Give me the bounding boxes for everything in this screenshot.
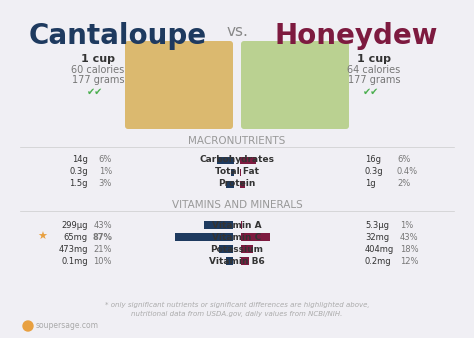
Text: VITAMINS AND MINERALS: VITAMINS AND MINERALS <box>172 200 302 210</box>
Text: 1g: 1g <box>365 179 375 189</box>
Text: Vitamin C: Vitamin C <box>212 233 262 241</box>
Text: 0.3g: 0.3g <box>365 168 383 176</box>
Text: ✔✔: ✔✔ <box>363 87 379 97</box>
Text: 65mg: 65mg <box>64 233 88 241</box>
Text: 16g: 16g <box>365 155 381 165</box>
Bar <box>241 233 270 241</box>
Text: Vitamin B6: Vitamin B6 <box>209 257 265 266</box>
Text: Carbohydrates: Carbohydrates <box>200 155 274 165</box>
Text: 1 cup: 1 cup <box>81 54 115 64</box>
Bar <box>240 169 241 175</box>
Text: 177 grams: 177 grams <box>72 75 124 85</box>
Bar <box>240 156 256 164</box>
Text: 60 calories: 60 calories <box>72 65 125 75</box>
Text: 12%: 12% <box>400 257 419 266</box>
Text: 64 calories: 64 calories <box>347 65 401 75</box>
Bar <box>241 221 242 229</box>
Text: ★: ★ <box>37 232 47 242</box>
Text: 6%: 6% <box>99 155 112 165</box>
Bar <box>175 233 233 241</box>
Text: Total Fat: Total Fat <box>215 168 259 176</box>
Text: 0.4%: 0.4% <box>397 168 418 176</box>
Text: Vitamin A: Vitamin A <box>212 220 262 230</box>
Text: 87%: 87% <box>92 233 112 241</box>
Text: 21%: 21% <box>93 244 112 254</box>
Text: Potassium: Potassium <box>210 244 264 254</box>
Text: 43%: 43% <box>93 220 112 230</box>
Text: vs.: vs. <box>226 24 248 39</box>
Text: 473mg: 473mg <box>58 244 88 254</box>
Text: 404mg: 404mg <box>365 244 394 254</box>
Text: * only significant nutrients or significant differences are highlighted above,
n: * only significant nutrients or signific… <box>105 302 369 317</box>
Text: 177 grams: 177 grams <box>348 75 400 85</box>
FancyBboxPatch shape <box>241 41 349 129</box>
Text: 0.2mg: 0.2mg <box>365 257 392 266</box>
Text: Protein: Protein <box>219 179 255 189</box>
Text: soupersage.com: soupersage.com <box>36 321 99 331</box>
Bar <box>241 257 249 265</box>
Text: ✔✔: ✔✔ <box>87 87 103 97</box>
Text: 1%: 1% <box>99 168 112 176</box>
Circle shape <box>23 321 33 331</box>
Text: MACRONUTRIENTS: MACRONUTRIENTS <box>188 136 286 146</box>
Text: 3%: 3% <box>99 179 112 189</box>
Bar <box>204 221 233 229</box>
Text: 10%: 10% <box>93 257 112 266</box>
Text: Cantaloupe: Cantaloupe <box>29 22 207 50</box>
Text: 2%: 2% <box>397 179 410 189</box>
Bar <box>226 257 233 265</box>
Text: 18%: 18% <box>400 244 419 254</box>
Bar <box>241 245 253 253</box>
Bar <box>226 180 234 188</box>
Bar <box>218 156 234 164</box>
Bar <box>240 180 246 188</box>
Text: 6%: 6% <box>397 155 410 165</box>
Text: 5.3μg: 5.3μg <box>365 220 389 230</box>
Text: 0.3g: 0.3g <box>69 168 88 176</box>
Text: 1.5g: 1.5g <box>70 179 88 189</box>
Text: 14g: 14g <box>72 155 88 165</box>
Bar <box>231 169 234 175</box>
FancyBboxPatch shape <box>125 41 233 129</box>
Text: 299μg: 299μg <box>62 220 88 230</box>
Bar <box>219 245 233 253</box>
Text: 1 cup: 1 cup <box>357 54 391 64</box>
Text: Honeydew: Honeydew <box>274 22 438 50</box>
Text: 32mg: 32mg <box>365 233 389 241</box>
Text: 1%: 1% <box>400 220 413 230</box>
Text: 43%: 43% <box>400 233 419 241</box>
Text: 0.1mg: 0.1mg <box>61 257 88 266</box>
